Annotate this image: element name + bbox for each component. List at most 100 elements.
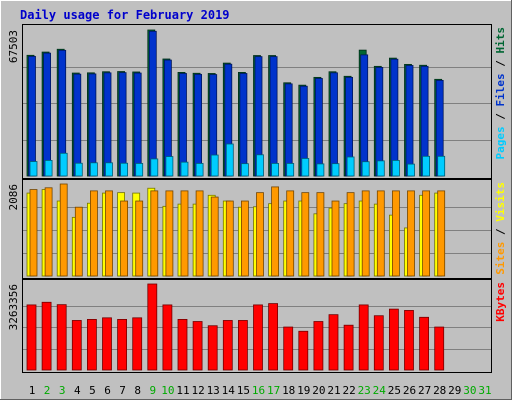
x-tick-label: 7	[119, 384, 126, 397]
bar-kbytes-day-28	[434, 326, 445, 371]
bar-sites-day-14	[225, 200, 234, 277]
bar-pages-day-28	[437, 155, 446, 177]
bar-kbytes-day-14	[222, 320, 233, 371]
bar-files-day-20	[314, 78, 323, 177]
bar-files-day-23	[360, 54, 369, 177]
bar-files-day-12	[194, 73, 203, 177]
bar-kbytes-day-17	[268, 303, 279, 371]
bar-kbytes-day-16	[253, 304, 263, 371]
y-axis-max-label: 2086	[7, 184, 20, 211]
bar-sites-day-18	[286, 190, 295, 277]
bar-sites-day-28	[437, 190, 446, 277]
bar-pages-day-23	[361, 161, 370, 177]
x-tick-label: 19	[297, 384, 310, 397]
bar-kbytes-day-26	[404, 310, 414, 371]
bar-sites-day-4	[74, 206, 83, 277]
y-axis-max-label: 3263356	[7, 284, 20, 330]
bar-kbytes-day-6	[102, 317, 112, 371]
panel-hits-files-pages: 67503 Pages / Files / Hits	[7, 24, 507, 179]
bar-pages-day-10	[165, 156, 174, 177]
x-tick-label: 26	[403, 384, 416, 397]
bar-sites-day-7	[120, 200, 128, 277]
bar-kbytes-day-9	[147, 283, 158, 371]
bar-files-day-8	[133, 72, 142, 177]
bar-kbytes-day-19	[298, 330, 309, 371]
bar-files-day-6	[103, 72, 112, 177]
bar-pages-day-11	[180, 161, 189, 177]
bar-files-day-9	[148, 30, 157, 177]
x-tick-label: 11	[176, 384, 189, 397]
bar-kbytes-day-1	[26, 304, 37, 371]
bar-kbytes-day-11	[177, 319, 188, 371]
bar-sites-day-11	[180, 190, 189, 277]
bar-pages-day-6	[105, 162, 113, 177]
bar-pages-day-16	[256, 154, 264, 177]
bar-sites-day-23	[361, 190, 370, 277]
bar-sites-day-24	[376, 190, 385, 277]
x-tick-label: 13	[207, 384, 220, 397]
x-tick-label: 27	[418, 384, 431, 397]
bar-sites-day-8	[135, 200, 144, 277]
y-axis-max-label: 67503	[7, 30, 20, 63]
bar-files-day-25	[390, 58, 399, 177]
x-tick-label: 14	[222, 384, 236, 397]
x-tick-label: 9	[149, 384, 156, 397]
bar-sites-day-25	[391, 190, 400, 277]
legend-item-hits: Hits	[494, 27, 507, 54]
bar-kbytes-day-4	[71, 320, 82, 371]
x-axis-day-labels: 1 2 3 4 5 6 7 8 9 10 11 12 13 14 15 16 17 18 19 20 21 22 23 24 2…	[29, 384, 492, 397]
bar-kbytes-day-22	[343, 324, 354, 371]
bar-pages-day-5	[90, 162, 98, 177]
bar-kbytes-day-25	[388, 308, 399, 371]
legend: KBytes	[494, 282, 507, 322]
bar-pages-day-12	[195, 163, 204, 177]
bar-pages-day-14	[225, 143, 234, 177]
panel-visits-sites: 2086 Sites / Visits	[7, 179, 507, 279]
bar-files-day-24	[375, 67, 384, 177]
legend-item-files: Files	[494, 73, 507, 106]
x-tick-label: 29	[448, 384, 461, 397]
bar-files-day-18	[284, 83, 293, 177]
bar-files-day-5	[88, 73, 97, 177]
bar-sites-day-22	[346, 192, 355, 277]
legend-separator: /	[494, 222, 507, 242]
bar-sites-day-5	[90, 190, 98, 277]
x-tick-label: 23	[358, 384, 371, 397]
bar-sites-day-1	[29, 189, 38, 277]
x-tick-label: 6	[104, 384, 111, 397]
bar-pages-day-22	[346, 156, 355, 177]
bar-sites-day-15	[240, 200, 249, 277]
x-tick-label: 12	[191, 384, 204, 397]
bar-pages-day-17	[271, 163, 280, 177]
bar-kbytes-day-5	[87, 319, 97, 371]
legend-item-visits: Visits	[494, 182, 507, 222]
chart-title: Daily usage for February 2019	[20, 8, 230, 22]
bar-kbytes-day-18	[283, 326, 294, 371]
bar-pages-day-3	[59, 152, 68, 177]
bar-kbytes-day-27	[419, 316, 430, 371]
x-tick-label: 4	[74, 384, 81, 397]
legend: Sites / Visits	[494, 182, 507, 275]
bar-files-day-2	[43, 52, 51, 177]
bar-pages-day-20	[316, 163, 325, 177]
legend-separator: /	[494, 54, 507, 74]
bar-sites-day-26	[407, 190, 415, 277]
bar-pages-day-2	[44, 160, 53, 177]
bar-sites-day-3	[59, 183, 68, 277]
bar-sites-day-10	[165, 190, 174, 277]
bar-kbytes-day-12	[192, 321, 203, 371]
bar-sites-day-13	[210, 196, 219, 277]
x-tick-label: 21	[327, 384, 340, 397]
bar-kbytes-day-24	[373, 315, 384, 371]
bar-kbytes-day-20	[313, 321, 324, 371]
bar-pages-day-9	[150, 158, 159, 177]
x-tick-label: 15	[237, 384, 250, 397]
bar-files-day-15	[239, 73, 248, 177]
bar-kbytes-day-8	[132, 317, 143, 371]
legend-item-pages: Pages	[494, 126, 507, 159]
legend-item-kbytes: KBytes	[494, 282, 507, 322]
x-tick-label: 18	[282, 384, 295, 397]
x-tick-label: 30	[463, 384, 476, 397]
x-tick-label: 20	[312, 384, 325, 397]
